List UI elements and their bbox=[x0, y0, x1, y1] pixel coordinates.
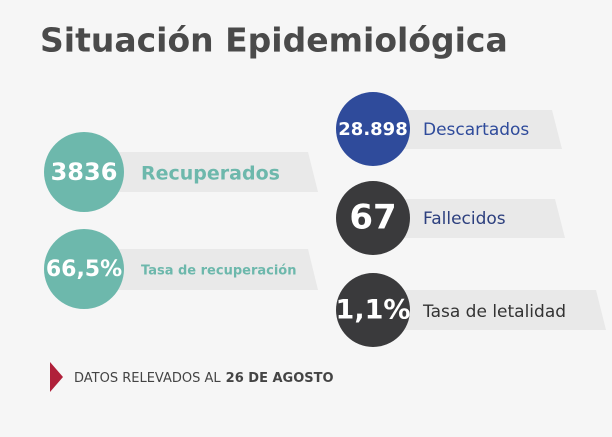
stat-value: 67 bbox=[349, 198, 396, 238]
label-band bbox=[400, 110, 562, 149]
label-band bbox=[118, 152, 318, 192]
stat-label: Tasa de letalidad bbox=[422, 302, 566, 322]
stat-circle bbox=[336, 92, 410, 166]
stat-label: Tasa de recuperación bbox=[141, 264, 297, 279]
stat-label: Descartados bbox=[423, 120, 529, 140]
label-band bbox=[400, 290, 606, 330]
stat-value: 66,5% bbox=[46, 257, 122, 282]
footer-date: 26 DE AGOSTO bbox=[226, 371, 334, 386]
footer-prefix: DATOS RELEVADOS AL bbox=[74, 371, 221, 386]
stat-circle bbox=[336, 273, 410, 347]
title: Situación Epidemiológica bbox=[40, 21, 508, 60]
stat-circle bbox=[44, 132, 124, 212]
stat-value: 1,1% bbox=[336, 295, 411, 326]
stat-label: Fallecidos bbox=[423, 209, 506, 229]
label-band bbox=[400, 199, 565, 238]
stat-value: 28.898 bbox=[338, 119, 407, 140]
stat-circle bbox=[44, 229, 124, 309]
stat-value: 3836 bbox=[51, 158, 118, 186]
footer-text: DATOS RELEVADOS AL 26 DE AGOSTO bbox=[74, 371, 334, 386]
footer-marker bbox=[50, 362, 63, 392]
label-band bbox=[118, 249, 318, 290]
stat-circle bbox=[336, 181, 410, 255]
stat-label: Recuperados bbox=[141, 163, 280, 185]
